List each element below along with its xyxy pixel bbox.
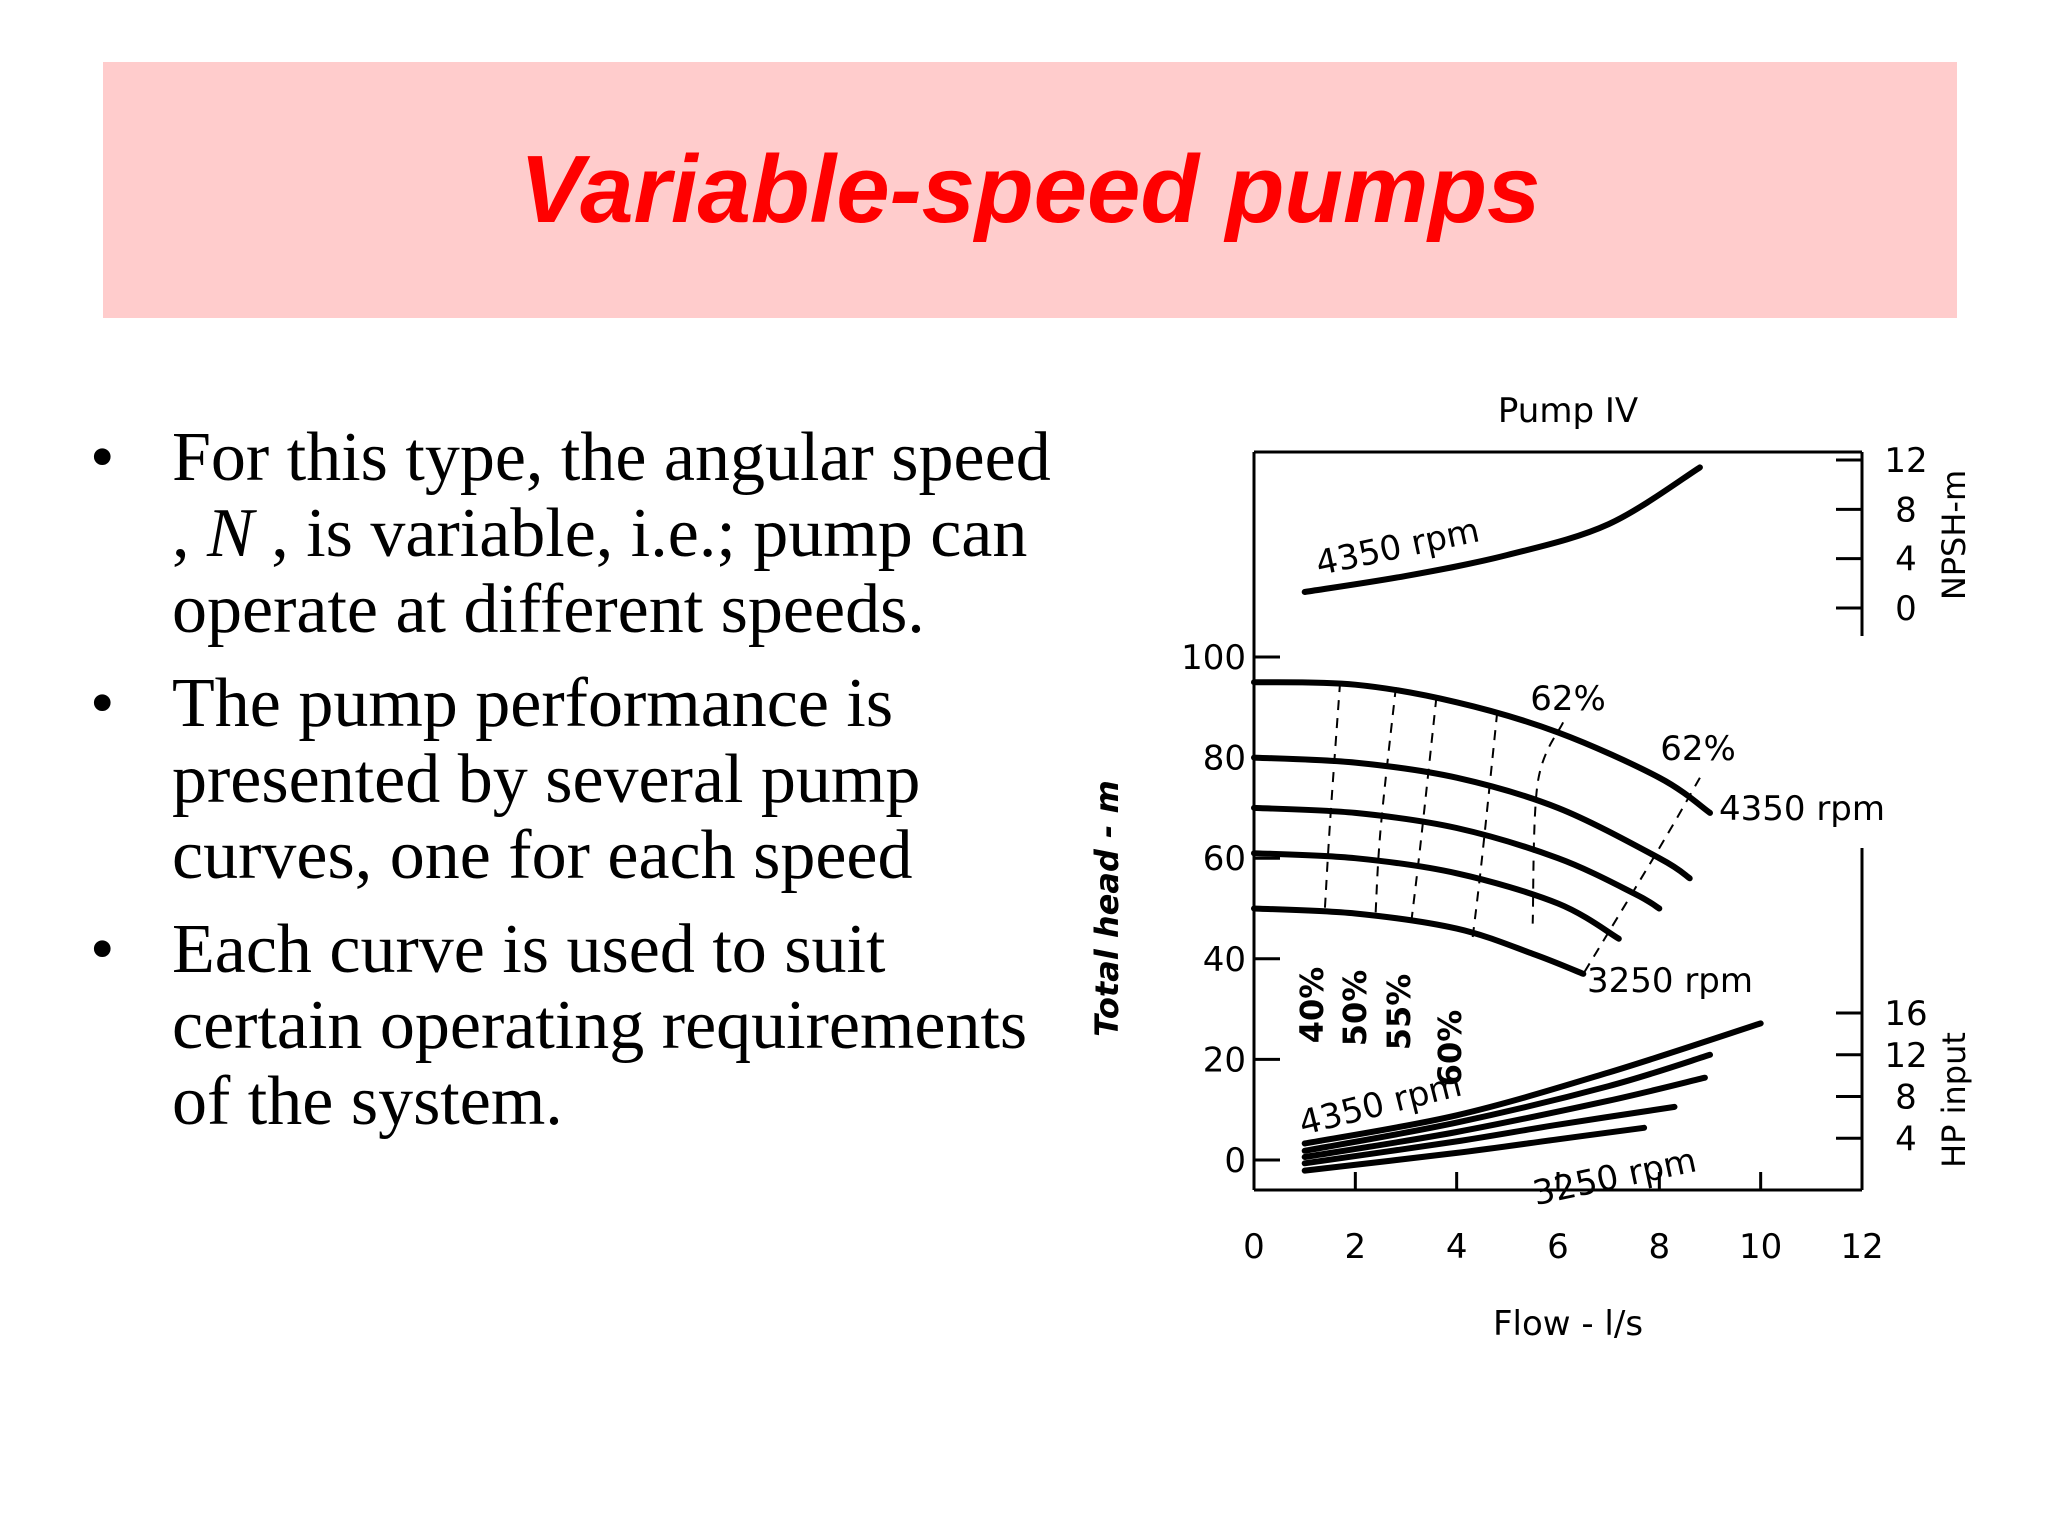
efficiency-label: 62% (1530, 679, 1606, 719)
head-curve-label-3250: 3250 rpm (1587, 961, 1753, 1001)
speed-variable: N (207, 495, 254, 572)
x-tick-label: 12 (1840, 1227, 1883, 1267)
hp-curve-line (1301, 1074, 1708, 1160)
npsh-tick-label: 12 (1884, 441, 1927, 481)
bullet-dot-icon: • (90, 419, 115, 496)
npsh-curve-line (1301, 464, 1703, 595)
head-tick-label: 100 (1181, 638, 1246, 678)
head-curve-line (1251, 804, 1663, 912)
efficiency-line (1470, 712, 1499, 944)
npsh-tick-label: 0 (1895, 589, 1917, 629)
bullet-dot-icon: • (90, 911, 115, 988)
head-curve-line (1251, 905, 1587, 977)
x-tick-label: 0 (1243, 1227, 1265, 1267)
head-tick-label: 0 (1224, 1141, 1246, 1181)
head-tick-label: 80 (1203, 739, 1246, 779)
chart-title: Pump IV (1498, 391, 1638, 431)
hp-tick-label: 4 (1895, 1119, 1917, 1159)
bullet-text-part: For this type, the angular speed , (172, 419, 1051, 572)
npsh-tick-label: 8 (1895, 490, 1917, 530)
x-tick-label: 8 (1649, 1227, 1671, 1267)
hp-curve-line (1301, 1020, 1764, 1147)
hp-curve-line (1301, 1051, 1713, 1154)
npsh-tick-label: 4 (1895, 540, 1917, 580)
hp-axis-label: HP input (1935, 1032, 1973, 1168)
bullet-list: • For this type, the angular speed , N ,… (90, 420, 1070, 1158)
efficiency-label: 62% (1660, 729, 1736, 769)
bullet-item: • The pump performance is presented by s… (90, 666, 1070, 894)
x-tick-label: 10 (1739, 1227, 1782, 1267)
efficiency-line (1323, 682, 1342, 909)
efficiency-label: 60% (1431, 1010, 1469, 1087)
head-curve-line (1251, 754, 1693, 882)
head-tick-label: 60 (1203, 839, 1246, 879)
npsh-axis-label: NPSH-m (1935, 470, 1973, 600)
efficiency-line (1374, 687, 1397, 914)
bullet-text-part: , is variable, i.e.; pump can operate at… (172, 495, 1028, 648)
head-curve-label-4350: 4350 rpm (1719, 789, 1885, 829)
head-tick-label: 40 (1203, 940, 1246, 980)
efficiency-label: 50% (1336, 970, 1374, 1047)
x-tick-label: 6 (1547, 1227, 1569, 1267)
bullet-item: • Each curve is used to suit certain ope… (90, 912, 1070, 1140)
slide-title: Variable-speed pumps (519, 136, 1541, 243)
head-curve-line (1251, 850, 1622, 942)
hp-tick-label: 16 (1884, 994, 1927, 1034)
bullet-text: The pump performance is presented by sev… (172, 665, 921, 894)
hp-tick-label: 8 (1895, 1078, 1917, 1118)
head-axis-label: Total head - m (1088, 780, 1126, 1037)
bullet-item: • For this type, the angular speed , N ,… (90, 420, 1070, 648)
npsh-curve-label: 4350 rpm (1312, 510, 1483, 584)
head-curve-line (1251, 679, 1713, 816)
hp-curve-line (1301, 1124, 1648, 1174)
efficiency-line (1410, 697, 1438, 924)
hp-curve-label-3250: 3250 rpm (1529, 1140, 1700, 1214)
hp-tick-label: 12 (1884, 1036, 1927, 1076)
bullet-text: Each curve is used to suit certain opera… (172, 911, 1028, 1140)
bullet-dot-icon: • (90, 665, 115, 742)
efficiency-label: 55% (1380, 974, 1418, 1051)
x-tick-label: 4 (1446, 1227, 1468, 1267)
x-tick-label: 2 (1345, 1227, 1367, 1267)
title-band: Variable-speed pumps (103, 62, 1957, 318)
efficiency-label: 40% (1293, 967, 1331, 1044)
head-tick-label: 20 (1203, 1040, 1246, 1080)
x-axis-label: Flow - l/s (1493, 1304, 1643, 1344)
hp-curve-line (1301, 1103, 1678, 1167)
